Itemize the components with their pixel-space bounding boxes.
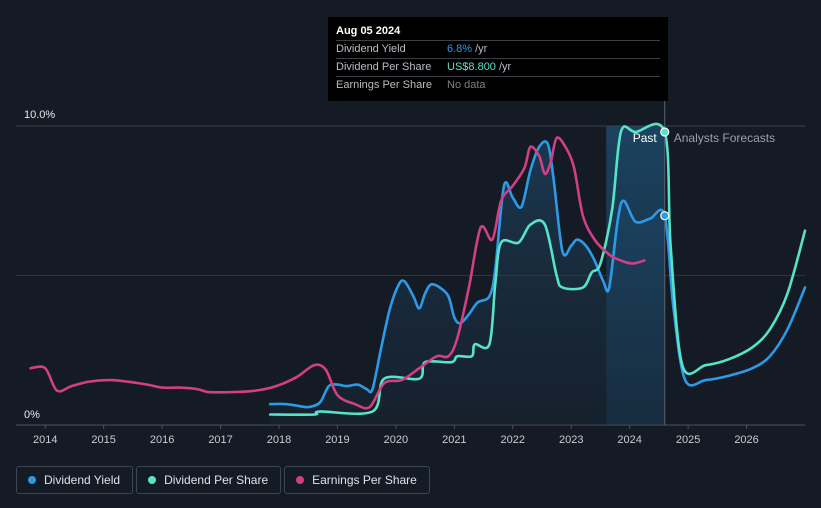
- earnings-per-share-dot-icon: [296, 476, 305, 484]
- x-tick-label: 2024: [617, 434, 641, 446]
- tooltip-value: 6.8%: [447, 43, 473, 55]
- tooltip-unit: /yr: [498, 61, 512, 73]
- legend-earnings-per-share[interactable]: Earnings Per Share: [284, 466, 430, 494]
- tooltip-value: No data: [447, 79, 486, 91]
- y-tick-label-top: 10.0%: [24, 109, 55, 121]
- x-tick-label: 2015: [91, 434, 115, 446]
- tooltip-label: Earnings Per Share: [336, 79, 432, 91]
- tooltip: Aug 05 2024 Dividend Yield 6.8% /yr Divi…: [328, 17, 668, 101]
- past-label: Past: [633, 131, 658, 145]
- x-tick-label: 2018: [267, 434, 291, 446]
- legend-dividend-yield[interactable]: Dividend Yield: [16, 466, 134, 494]
- tooltip-row-dividend-per-share: Dividend Per Share US$8.800 /yr: [336, 59, 660, 77]
- x-tick-label: 2026: [734, 434, 758, 446]
- tooltip-value: US$8.800: [447, 61, 496, 73]
- tooltip-label: Dividend Per Share: [336, 61, 432, 73]
- forecast-label: Analysts Forecasts: [674, 131, 775, 145]
- x-tick-label: 2014: [33, 434, 57, 446]
- x-axis-ticks: 2014 2015 2016 2017 2018 2019 2020 2021 2022 2023…: [33, 425, 759, 446]
- dividend-yield-dot-icon: [28, 476, 36, 484]
- legend-label: Dividend Yield: [44, 473, 121, 487]
- x-tick-label: 2017: [208, 434, 232, 446]
- x-tick-label: 2020: [384, 434, 408, 446]
- tooltip-date: Aug 05 2024: [336, 24, 660, 41]
- x-tick-label: 2023: [559, 434, 583, 446]
- legend-label: Earnings Per Share: [312, 473, 417, 487]
- dividend-per-share-marker[interactable]: [660, 127, 670, 137]
- earnings-per-share-line: [29, 136, 646, 410]
- x-tick-label: 2021: [442, 434, 466, 446]
- x-tick-label: 2019: [325, 434, 349, 446]
- legend: Dividend Yield Dividend Per Share Earnin…: [16, 466, 430, 494]
- legend-label: Dividend Per Share: [164, 473, 269, 487]
- dividend-per-share-dot-icon: [148, 476, 157, 484]
- x-tick-label: 2022: [501, 434, 525, 446]
- x-tick-label: 2016: [150, 434, 174, 446]
- marker-layer: [660, 127, 670, 221]
- tooltip-label: Dividend Yield: [336, 43, 406, 55]
- tooltip-row-dividend-yield: Dividend Yield 6.8% /yr: [336, 41, 660, 59]
- dividend-yield-marker[interactable]: [660, 211, 670, 221]
- tooltip-row-earnings-per-share: Earnings Per Share No data: [336, 77, 660, 94]
- series-layer: [29, 122, 807, 417]
- x-tick-label: 2025: [676, 434, 700, 446]
- tooltip-unit: /yr: [475, 43, 488, 55]
- dividend-yield-area: [270, 141, 665, 425]
- y-tick-label-bottom: 0%: [24, 409, 40, 421]
- legend-dividend-per-share[interactable]: Dividend Per Share: [136, 466, 282, 494]
